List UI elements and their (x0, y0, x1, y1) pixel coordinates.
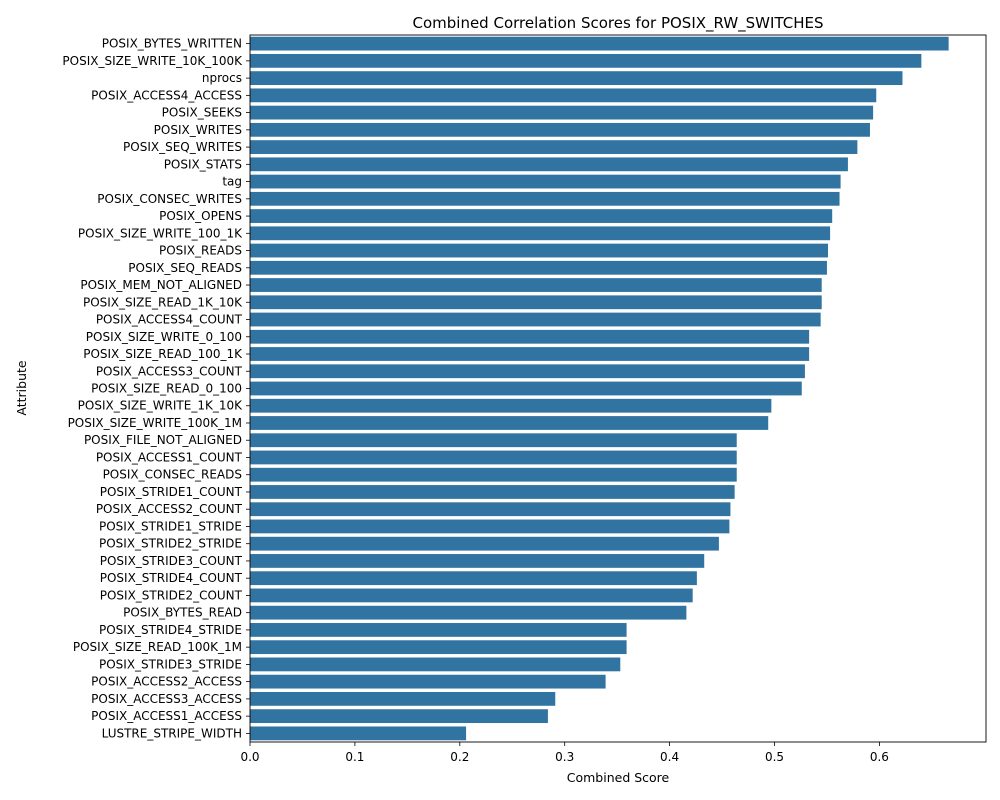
plot-area-frame (249, 34, 987, 743)
y-axis-label: Attribute (14, 360, 29, 416)
y-tick-label: POSIX_STRIDE1_COUNT (100, 485, 243, 499)
y-tick-label: POSIX_WRITES (154, 123, 242, 137)
y-tick-label: POSIX_MEM_NOT_ALIGNED (80, 278, 242, 292)
y-tick-label: POSIX_ACCESS4_ACCESS (91, 88, 242, 102)
bar (250, 485, 735, 499)
y-tick-label: POSIX_SIZE_READ_0_100 (91, 382, 242, 396)
bar (250, 709, 548, 724)
y-tick-label: POSIX_BYTES_WRITTEN (102, 37, 242, 51)
bar (250, 278, 822, 292)
bar (250, 329, 810, 344)
x-tick-label: 0.6 (870, 750, 889, 764)
bar (250, 726, 467, 741)
y-tick-label: LUSTRE_STRIPE_WIDTH (102, 726, 242, 740)
bar (250, 674, 606, 689)
bar (250, 691, 556, 706)
bar (250, 588, 693, 603)
bar (250, 209, 833, 223)
bar (250, 467, 737, 482)
y-tick-label: POSIX_ACCESS4_COUNT (96, 313, 243, 327)
y-tick-label: POSIX_ACCESS2_ACCESS (91, 675, 242, 689)
y-tick-label: POSIX_SIZE_WRITE_0_100 (86, 330, 242, 344)
bar (250, 174, 841, 189)
bar (250, 519, 730, 534)
y-tick-label: POSIX_SIZE_WRITE_10K_100K (62, 54, 243, 68)
x-tick-label: 0.1 (345, 750, 364, 764)
bar (250, 191, 840, 206)
bar (250, 623, 627, 637)
y-tick-label: POSIX_STRIDE2_COUNT (100, 588, 243, 602)
y-tick-label: POSIX_SIZE_WRITE_100_1K (78, 226, 243, 240)
bars-group (250, 36, 949, 741)
y-tick-label: POSIX_SIZE_READ_1K_10K (83, 295, 243, 309)
y-axis-ticks: POSIX_BYTES_WRITTEN POSIX_SIZE_WRITE_10K_… (62, 37, 250, 740)
y-tick-label: POSIX_ACCESS1_ACCESS (91, 709, 242, 723)
y-tick-label: POSIX_SEQ_WRITES (123, 140, 242, 154)
bar (250, 657, 621, 672)
bar (250, 243, 828, 258)
bar (250, 364, 805, 379)
y-tick-label: tag (222, 175, 242, 189)
y-tick-label: POSIX_SIZE_WRITE_1K_10K (78, 399, 243, 413)
bar (250, 640, 627, 655)
bar (250, 260, 827, 275)
y-tick-label: POSIX_ACCESS2_COUNT (96, 502, 243, 516)
x-tick-label: 0.2 (450, 750, 469, 764)
x-axis-ticks: 0.0 0.1 0.2 0.3 0.4 0.5 0.6 (240, 742, 889, 764)
y-tick-label: POSIX_STRIDE3_STRIDE (99, 657, 242, 671)
bar (250, 53, 922, 68)
bar (250, 398, 772, 413)
bar (250, 157, 848, 172)
y-tick-label: POSIX_CONSEC_READS (103, 468, 242, 482)
bar (250, 502, 731, 517)
x-tick-label: 0.4 (660, 750, 679, 764)
bar (250, 122, 870, 137)
bar (250, 312, 821, 327)
bar (250, 554, 705, 568)
chart-title: Combined Correlation Scores for POSIX_RW… (413, 14, 824, 33)
x-axis-label: Combined Score (567, 770, 670, 785)
bar (250, 71, 903, 86)
bar (250, 433, 737, 448)
y-tick-label: POSIX_STRIDE3_COUNT (100, 554, 243, 568)
y-tick-label: POSIX_ACCESS3_COUNT (96, 364, 243, 378)
x-tick-label: 0.0 (240, 750, 259, 764)
bar (250, 88, 877, 103)
bar (250, 416, 769, 430)
y-tick-label: POSIX_ACCESS1_COUNT (96, 450, 243, 464)
bar (250, 295, 822, 310)
y-tick-label: POSIX_CONSEC_WRITES (97, 192, 242, 206)
y-tick-label: POSIX_SIZE_READ_100_1K (83, 347, 243, 361)
bar (250, 226, 831, 241)
bar (250, 36, 949, 51)
y-tick-label: POSIX_READS (159, 244, 242, 258)
y-tick-label: POSIX_ACCESS3_ACCESS (91, 692, 242, 706)
bar (250, 450, 737, 465)
y-tick-label: POSIX_STRIDE4_STRIDE (99, 623, 242, 637)
y-tick-label: POSIX_STRIDE1_STRIDE (99, 519, 242, 533)
y-tick-label: POSIX_FILE_NOT_ALIGNED (84, 433, 242, 447)
bar (250, 347, 810, 361)
y-tick-label: POSIX_SEQ_READS (128, 261, 242, 275)
bar (250, 140, 858, 154)
x-tick-label: 0.3 (555, 750, 574, 764)
y-tick-label: POSIX_SIZE_WRITE_100K_1M (68, 416, 242, 430)
y-tick-label: POSIX_STRIDE4_COUNT (100, 571, 243, 585)
bar (250, 605, 687, 620)
y-tick-label: POSIX_SEEKS (162, 106, 242, 120)
bar (250, 536, 719, 551)
y-tick-label: POSIX_OPENS (159, 209, 242, 223)
y-tick-label: POSIX_SIZE_READ_100K_1M (73, 640, 242, 654)
x-tick-label: 0.5 (765, 750, 784, 764)
y-tick-label: POSIX_STATS (164, 157, 242, 171)
bar (250, 381, 802, 396)
bar (250, 571, 697, 586)
y-tick-label: nprocs (202, 71, 242, 85)
bar (250, 105, 874, 120)
y-tick-label: POSIX_STRIDE2_STRIDE (99, 537, 242, 551)
y-tick-label: POSIX_BYTES_READ (123, 606, 242, 620)
